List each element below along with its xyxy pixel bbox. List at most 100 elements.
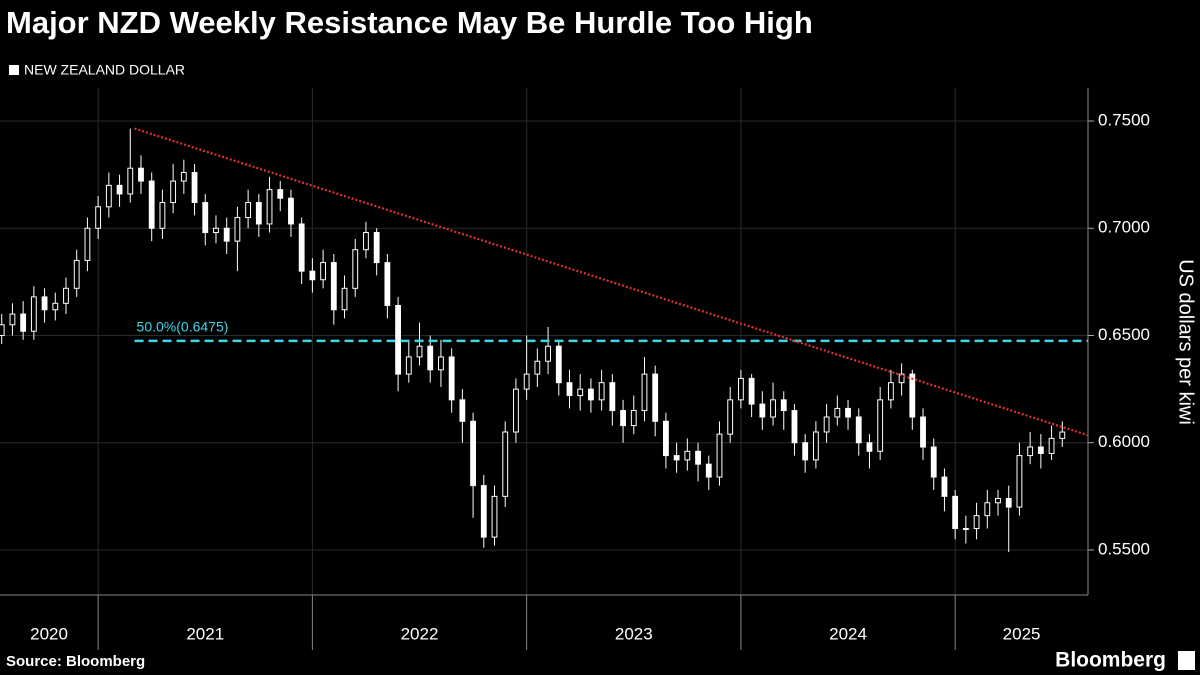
y-tick-label: 0.5500 — [1098, 539, 1150, 558]
candle-body — [1016, 455, 1023, 508]
candle-body — [191, 172, 198, 204]
candle-body — [0, 324, 5, 336]
candle-body — [930, 446, 937, 478]
candle-body — [213, 227, 219, 234]
candle-body — [823, 416, 830, 433]
candle-body — [834, 407, 841, 418]
legend-label: NEW ZEALAND DOLLAR — [24, 62, 185, 78]
candle-body — [941, 476, 948, 497]
candle-body — [909, 373, 916, 418]
candle-body — [588, 388, 594, 401]
candle-body — [20, 313, 27, 332]
candle-body — [952, 495, 959, 530]
candle-body — [791, 410, 798, 444]
level-label: 50.0%(0.6475) — [137, 319, 229, 335]
candle-body — [577, 388, 584, 397]
candle-body — [812, 431, 819, 461]
x-tick-label: 2021 — [186, 624, 224, 643]
candle-body — [727, 399, 734, 435]
candle-body — [705, 463, 712, 478]
candle-body — [180, 172, 187, 182]
y-tick-label: 0.6000 — [1098, 432, 1150, 451]
candle-body — [384, 262, 391, 306]
candle-body — [105, 184, 112, 208]
candle-body — [438, 356, 444, 371]
candle-body — [555, 345, 562, 384]
candle-body — [1048, 437, 1055, 454]
candle-body — [373, 232, 380, 264]
candle-body — [566, 382, 573, 397]
candle-body — [277, 189, 284, 199]
legend-swatch — [9, 65, 19, 75]
candle-body — [470, 420, 476, 487]
candle-body — [416, 345, 423, 358]
candle-body — [748, 377, 755, 405]
candle-body — [266, 189, 273, 225]
y-tick-label: 0.7000 — [1098, 218, 1150, 237]
candle-body — [352, 249, 359, 289]
candle-body — [716, 433, 723, 478]
candle-body — [288, 197, 294, 225]
candle-body — [673, 455, 680, 461]
candle-body — [491, 495, 498, 538]
y-tick-label: 0.7500 — [1098, 111, 1150, 130]
candle-body — [202, 202, 209, 234]
y-axis-title: US dollars per kiwi — [1175, 259, 1197, 425]
candle-body — [866, 442, 873, 452]
candle-body — [159, 202, 166, 229]
candle-body — [609, 382, 616, 412]
candle-body — [513, 388, 519, 433]
candle-body — [598, 382, 605, 401]
candle-body — [480, 485, 487, 538]
x-tick-label: 2020 — [30, 624, 68, 643]
candle-body — [898, 373, 905, 384]
candle-body — [1005, 497, 1012, 508]
candle-body — [995, 497, 1001, 504]
candle-body — [523, 373, 530, 390]
candle-body — [845, 407, 851, 418]
candle-body — [973, 515, 980, 530]
candle-body — [170, 180, 177, 204]
candle-body — [737, 377, 744, 401]
candle-body — [41, 296, 48, 311]
candle-body — [52, 302, 59, 311]
candle-body — [780, 399, 787, 412]
candle-body — [255, 202, 262, 225]
candle-body — [363, 232, 369, 251]
source: Source: Bloomberg — [6, 653, 145, 670]
candle-body — [1037, 446, 1044, 454]
candle-body — [877, 399, 884, 452]
candle-body — [663, 420, 669, 457]
x-tick-label: 2023 — [615, 624, 653, 643]
candle-body — [320, 262, 327, 281]
chart-title: Major NZD Weekly Resistance May Be Hurdl… — [6, 5, 813, 40]
candle-body — [502, 431, 509, 497]
candle-body — [855, 416, 862, 444]
candle-body — [138, 167, 144, 182]
candle-body — [427, 345, 434, 371]
candle-body — [962, 528, 969, 531]
candle-body — [1059, 431, 1066, 439]
brand-icon — [1178, 651, 1195, 670]
candle-body — [148, 180, 155, 229]
candle-body — [920, 416, 926, 448]
candle-body — [448, 356, 455, 401]
candle-body — [545, 345, 551, 362]
candle-body — [341, 287, 348, 311]
x-tick-label: 2022 — [401, 624, 439, 643]
candle-body — [223, 227, 230, 242]
candle-body — [641, 373, 648, 412]
trend-line — [134, 127, 1089, 437]
candle-body — [330, 262, 337, 311]
candle-body — [887, 382, 894, 401]
x-tick-label: 2024 — [829, 624, 867, 643]
candle-body — [695, 450, 701, 465]
candle-body — [309, 270, 316, 281]
candle-body — [395, 304, 402, 375]
candle-body — [684, 450, 691, 461]
candle-body — [9, 313, 16, 326]
candle-body — [652, 373, 659, 422]
candle-body — [1027, 446, 1034, 457]
